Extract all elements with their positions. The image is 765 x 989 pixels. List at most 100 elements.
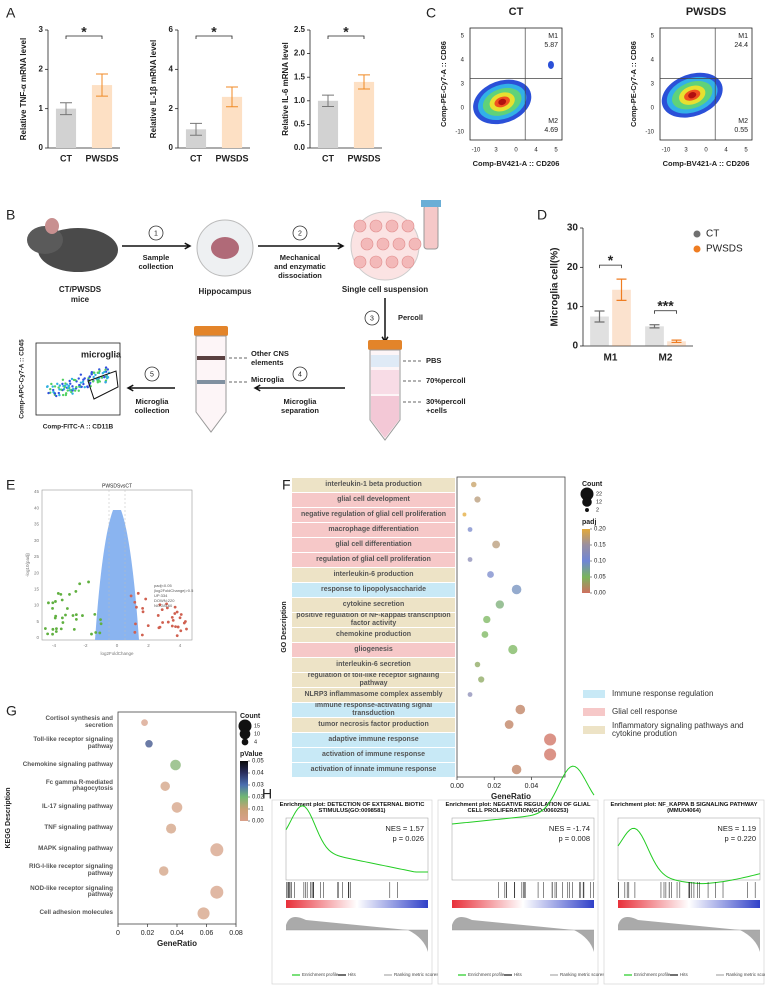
decor-point: [179, 629, 183, 633]
dot: [467, 557, 473, 562]
dot: [474, 496, 481, 503]
event: [56, 382, 59, 386]
error-bar: [649, 324, 660, 329]
cell: [353, 219, 367, 233]
term-label: TNF signaling pathway: [44, 824, 113, 832]
y-tick-label: 15: [34, 587, 40, 592]
y-tick-label: 0.0: [294, 143, 306, 152]
dot: [160, 781, 170, 791]
significance-bracket: [327, 35, 365, 39]
event: [61, 382, 64, 386]
color-tick-label: 0.10: [594, 559, 606, 565]
significance: *: [608, 252, 614, 268]
event: [98, 369, 101, 373]
event: [53, 385, 57, 388]
event: [46, 385, 49, 388]
event: [50, 382, 53, 386]
term-label: NLRP3 inflammasome complex assembly: [292, 687, 455, 702]
legend-title: Count: [582, 481, 603, 488]
y-tick-label: 1.0: [294, 96, 306, 105]
gate: [87, 370, 119, 400]
group-swatch: [583, 690, 605, 698]
nes: NES = -1.74: [549, 824, 590, 833]
term-label: Toll-like receptor signaling pathway: [33, 736, 113, 750]
y-tick-label: 1.5: [294, 72, 306, 81]
dot: [197, 907, 210, 920]
error-bar: [616, 278, 627, 301]
event: [47, 391, 50, 395]
event: [81, 380, 85, 384]
dot: [504, 720, 514, 729]
y-tick-label: 10: [567, 301, 579, 312]
decor-point: [165, 606, 169, 610]
decor-point: [54, 614, 58, 618]
color-tick-label: 0.04: [252, 771, 264, 777]
step-label: Microglia: [284, 397, 318, 406]
term-label: glial cell differentiation: [292, 537, 455, 552]
fo: Enrichment plot: NEGATIVE REGULATION OF …: [445, 802, 590, 814]
dot: [492, 540, 501, 549]
fo: regulation of glial cell proliferation: [292, 552, 455, 567]
fo: RIG-I-like receptor signaling pathway: [29, 863, 113, 877]
step-number: 1: [154, 230, 158, 237]
bar: [317, 100, 339, 148]
panel-letter: F: [282, 477, 291, 493]
event: [77, 389, 80, 392]
decor-point: [129, 594, 133, 598]
y-axis-label: Relative TNF-α mRNA level: [19, 38, 28, 140]
panel-frame: [603, 799, 765, 985]
y-tick-label: -10: [455, 130, 464, 136]
term-label: adaptive immune response: [292, 732, 455, 747]
dot: [210, 885, 224, 899]
error-bar: [60, 102, 72, 116]
color-tick-label: 0.02: [252, 795, 264, 801]
dot: [158, 866, 169, 876]
legend-label: Enrichment profile: [468, 972, 505, 977]
y-tick-label: -10: [645, 130, 654, 136]
y-tick-label: 0: [651, 106, 655, 112]
legend-label: 4: [254, 739, 257, 745]
color-tick-label: 0.01: [252, 807, 264, 813]
event: [64, 393, 68, 397]
es-frame: [617, 817, 761, 881]
label: mice: [71, 295, 90, 304]
bar: [91, 85, 113, 148]
decor-point: [99, 618, 102, 622]
step-circle: [148, 225, 164, 241]
decor-point: [179, 613, 183, 616]
group-legend-label: Glial cell response: [612, 706, 678, 716]
quadrant-value: 5.87: [544, 42, 558, 49]
fo: interleukin-6 production: [292, 567, 455, 582]
term-label: cytokine secretion: [292, 597, 455, 612]
legend-title: pValue: [240, 751, 263, 758]
event: [71, 385, 74, 388]
decor-point: [59, 593, 63, 596]
decor-point: [99, 622, 103, 626]
event: [66, 386, 70, 389]
band: [197, 356, 225, 360]
term-label: NOD-like receptor signaling pathway: [30, 884, 113, 899]
decor-rank-area: [286, 916, 428, 952]
legend-label: Enrichment profile: [634, 972, 671, 977]
fo: positive regulation of NF-kappaB transcr…: [292, 612, 455, 627]
decor-point: [170, 615, 174, 619]
decor-point: [146, 624, 150, 627]
y-tick-label: 20: [567, 262, 579, 273]
decor-rank-bar: [286, 900, 428, 908]
decor-point: [87, 580, 90, 584]
y-tick-label: 0.5: [294, 120, 306, 129]
legend-label: Ranking metric scores: [394, 972, 439, 977]
term-label: RIG-I-like receptor signaling pathway: [29, 863, 113, 877]
legend-marker: [693, 245, 701, 253]
decor-point: [171, 619, 175, 622]
event: [92, 375, 95, 379]
x-tick-label: CT: [60, 153, 72, 163]
event: [79, 373, 83, 376]
dot: [470, 481, 477, 488]
quadrant-label: M2: [548, 118, 558, 125]
layer-pbs: [371, 355, 399, 367]
decor-point: [74, 618, 78, 621]
event: [58, 384, 62, 387]
cell: [369, 255, 383, 269]
